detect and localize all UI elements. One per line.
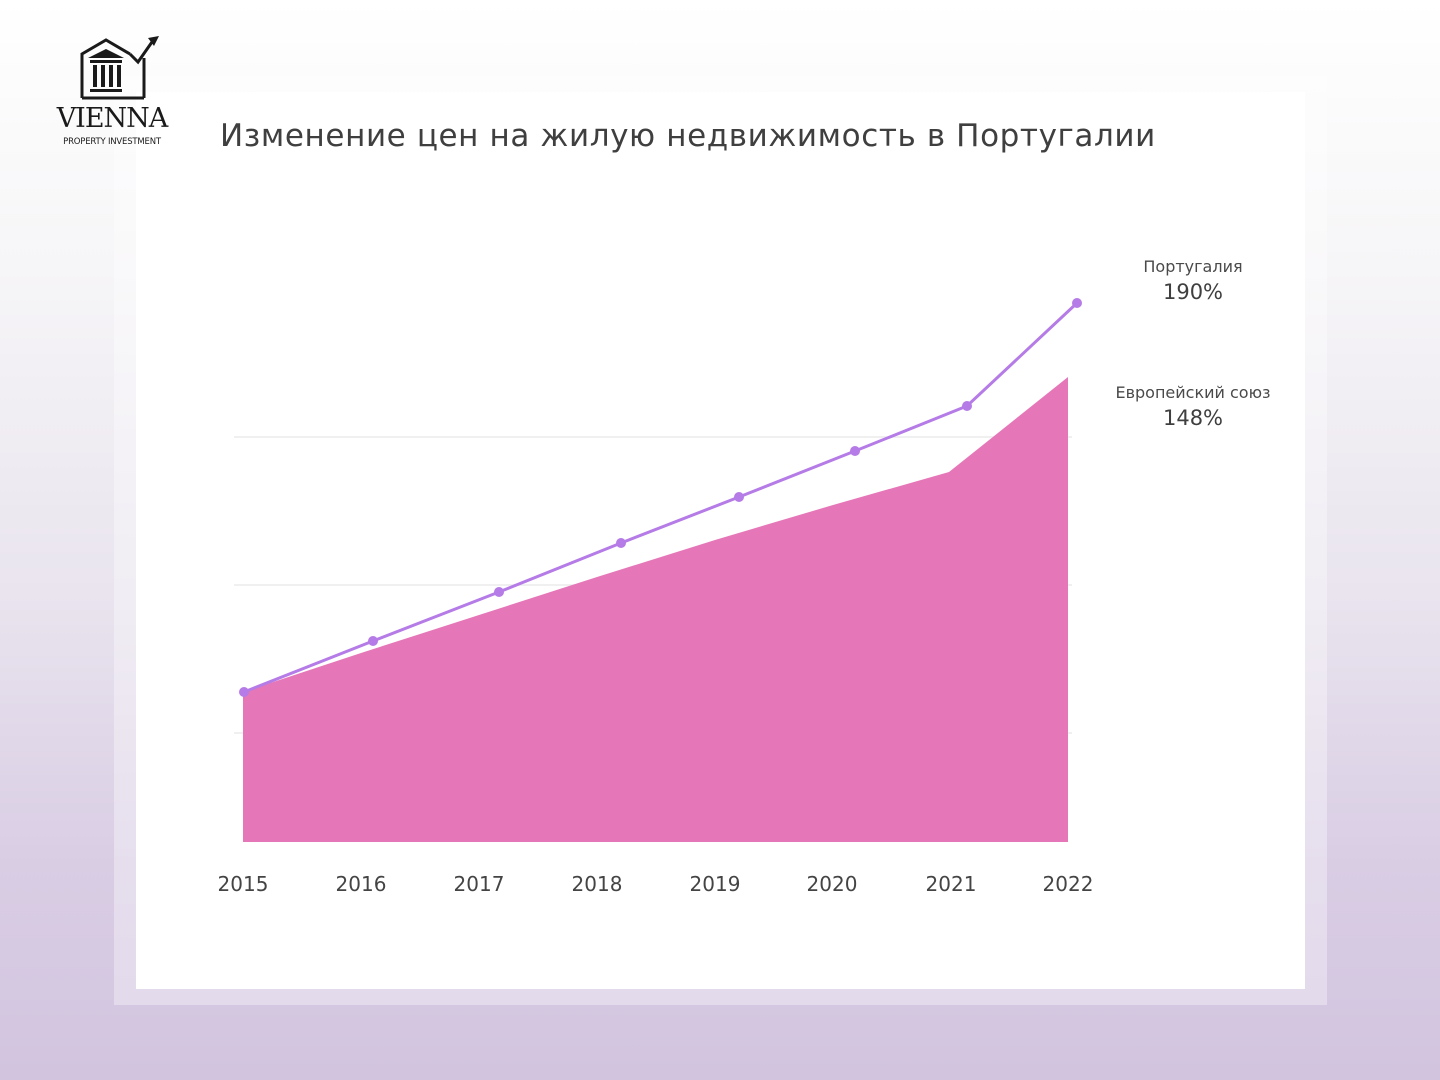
brand-logo: VIENNA PROPERTY INVESTMENT xyxy=(48,34,176,152)
legend-eu: Европейский союз 148% xyxy=(1093,382,1293,432)
eu-area-series xyxy=(243,377,1068,842)
legend-portugal-value: 190% xyxy=(1162,280,1224,304)
legend-eu-value: 148% xyxy=(1162,406,1224,430)
building-growth-icon xyxy=(80,36,159,100)
x-tick-label: 2021 xyxy=(925,872,977,896)
x-tick-label: 2020 xyxy=(806,872,858,896)
x-tick-label: 2016 xyxy=(335,872,387,896)
portugal-line-series xyxy=(243,301,1079,694)
x-tick-label: 2015 xyxy=(217,872,269,896)
x-tick-label: 2018 xyxy=(571,872,623,896)
portugal-markers xyxy=(239,298,1082,697)
x-tick-label: 2022 xyxy=(1042,872,1094,896)
x-tick-label: 2017 xyxy=(453,872,505,896)
x-tick-label: 2019 xyxy=(689,872,741,896)
legend-portugal: Португалия 190% xyxy=(1113,256,1273,306)
brand-name: VIENNA xyxy=(56,103,169,134)
brand-subtitle: PROPERTY INVESTMENT xyxy=(63,137,161,147)
chart-title: Изменение цен на жилую недвижимость в По… xyxy=(220,118,1156,154)
legend-portugal-name: Португалия xyxy=(1143,257,1243,276)
legend-eu-name: Европейский союз xyxy=(1115,383,1271,402)
